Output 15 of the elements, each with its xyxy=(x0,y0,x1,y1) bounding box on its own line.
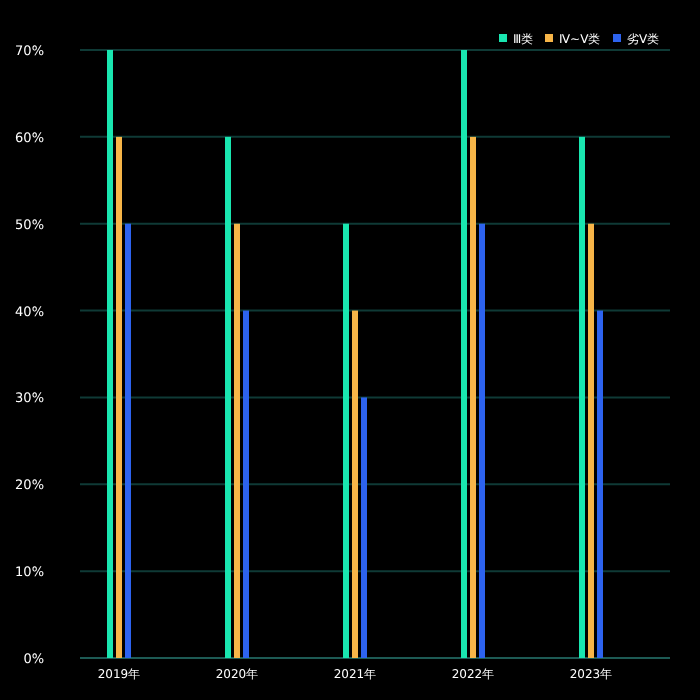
bar xyxy=(470,136,476,658)
bar xyxy=(125,223,131,658)
bar xyxy=(588,223,594,658)
bar xyxy=(361,397,367,658)
bar xyxy=(597,310,603,658)
bar xyxy=(343,223,349,658)
bar xyxy=(352,310,358,658)
bar xyxy=(116,136,122,658)
bar xyxy=(579,136,585,658)
bar xyxy=(225,136,231,658)
bar xyxy=(107,50,113,658)
bar xyxy=(461,50,467,658)
bar xyxy=(479,223,485,658)
bar xyxy=(234,223,240,658)
bar xyxy=(243,310,249,658)
